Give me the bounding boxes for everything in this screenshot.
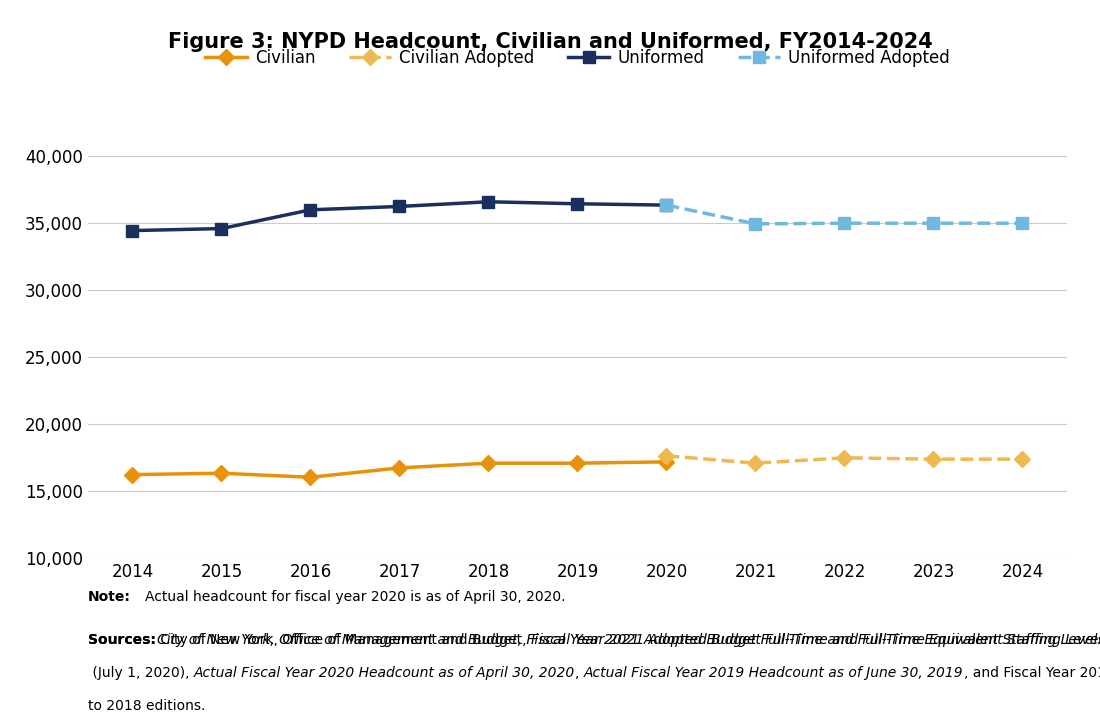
Text: (July 1, 2020),: (July 1, 2020), — [88, 666, 194, 681]
Text: Actual headcount for fiscal year 2020 is as of April 30, 2020.: Actual headcount for fiscal year 2020 is… — [145, 590, 565, 604]
Text: Figure 3: NYPD Headcount, Civilian and Uniformed, FY2014-2024: Figure 3: NYPD Headcount, Civilian and U… — [167, 32, 933, 52]
Text: Sources:: Sources: — [88, 633, 156, 647]
Text: Actual Fiscal Year 2019 Headcount as of June 30, 2019: Actual Fiscal Year 2019 Headcount as of … — [584, 666, 964, 681]
Text: , and Fiscal Year 2010 to 2018 editions.: , and Fiscal Year 2010 to 2018 editions. — [964, 666, 1100, 681]
Text: ,: , — [575, 666, 584, 681]
Text: Note:: Note: — [88, 590, 131, 604]
Text: to 2018 editions.: to 2018 editions. — [88, 699, 206, 714]
Text: City of New York, Office of Management and Budget,: City of New York, Office of Management a… — [156, 633, 530, 647]
Text: Fiscal Year 2021 Adopted Budget Full-Time and Full-Time Equivalent Staffing Leve: Fiscal Year 2021 Adopted Budget Full-Tim… — [530, 633, 1100, 647]
Legend: Civilian, Civilian Adopted, Uniformed, Uniformed Adopted: Civilian, Civilian Adopted, Uniformed, U… — [199, 43, 956, 74]
Text: Sources:: Sources: — [88, 633, 156, 647]
Text: City of New York, Office of Management and Budget, Fiscal Year 2021 Adopted Budg: City of New York, Office of Management a… — [157, 633, 1100, 647]
Text: Actual Fiscal Year 2020 Headcount as of April 30, 2020: Actual Fiscal Year 2020 Headcount as of … — [194, 666, 575, 681]
